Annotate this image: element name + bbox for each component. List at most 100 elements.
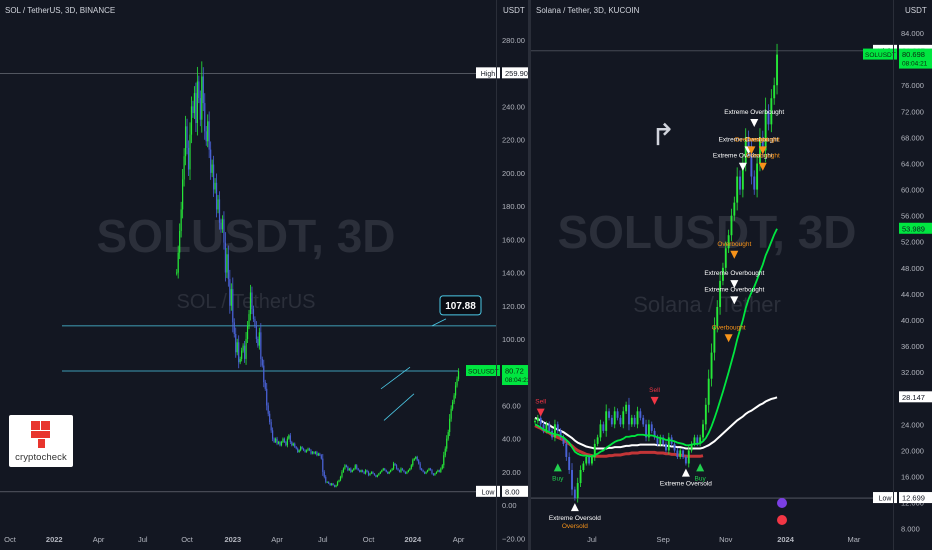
right-candle	[622, 406, 625, 429]
left-candle	[239, 356, 241, 365]
panel-divider[interactable]	[528, 0, 531, 550]
left-candle-body	[426, 470, 429, 472]
left-candle	[403, 469, 405, 473]
right-signal-overbought: Overbought	[746, 153, 780, 171]
left-candle	[252, 305, 255, 323]
right-candle-body	[656, 437, 659, 444]
left-callout-label: 107.88	[445, 301, 476, 312]
right-candle	[639, 408, 642, 421]
left-unit-label[interactable]: USDT	[503, 6, 525, 15]
left-candle	[384, 467, 386, 471]
right-y-tick-label: 48.000	[901, 264, 924, 273]
left-candle	[446, 435, 448, 452]
left-candle-body	[258, 332, 260, 346]
right-signal-label: Overbought	[746, 136, 780, 143]
left-high-tag-kind: High	[481, 71, 496, 78]
right-candle-body	[659, 437, 662, 444]
left-candle-body	[310, 450, 312, 454]
left-candle-body	[444, 448, 446, 456]
left-candle	[338, 479, 340, 483]
right-candle-body	[559, 430, 562, 438]
right-candle-body	[553, 424, 556, 438]
left-candle-body	[331, 483, 333, 486]
right-signal-marker	[681, 468, 690, 477]
right-signal-label: Extreme Overbought	[719, 136, 779, 143]
left-candle-body	[384, 468, 386, 471]
right-candle	[573, 486, 576, 501]
left-candle-body	[440, 468, 442, 472]
left-candle-body	[366, 470, 368, 472]
left-candle	[201, 61, 203, 133]
left-candle	[272, 427, 274, 442]
right-candle-body	[573, 489, 576, 499]
left-candle	[218, 191, 221, 230]
left-candle-body	[344, 465, 346, 469]
left-candle	[211, 159, 213, 178]
cryptocheck-logo: cryptocheck	[9, 415, 73, 467]
right-candle-body	[679, 450, 682, 457]
left-candle	[283, 437, 286, 443]
left-candle	[332, 482, 334, 486]
left-candle-body	[370, 471, 373, 474]
left-candle-body	[272, 430, 274, 439]
left-low-price-tag: Low 8.00	[476, 485, 528, 497]
left-candle	[373, 472, 376, 476]
right-candle-body	[568, 456, 571, 470]
right-candle	[556, 421, 559, 434]
left-candle-body	[335, 485, 337, 487]
right-signal-label: Extreme Overbought	[713, 153, 773, 160]
right-candle-body	[630, 417, 633, 425]
right-chart-panel[interactable]: SOLUSDT, 3D Solana / Tether ↱ Sell Buy Extrem…	[531, 0, 932, 550]
left-candle-body	[199, 98, 201, 120]
left-candle-body	[382, 468, 384, 471]
right-candle	[596, 434, 599, 447]
left-candle	[294, 442, 296, 448]
left-candle	[274, 437, 277, 443]
left-candle	[270, 419, 272, 433]
left-candle	[385, 469, 387, 473]
right-unit-label[interactable]: USDT	[905, 6, 927, 15]
right-signal-marker	[758, 162, 767, 171]
right-signal-label: Extreme Overbought	[704, 270, 764, 277]
right-candle-body	[744, 137, 747, 164]
right-candle-body	[585, 456, 588, 464]
left-candle-body	[400, 468, 402, 472]
left-y-tick-label: 20.00	[502, 468, 521, 477]
left-x-tick-label: Jul	[138, 535, 148, 544]
left-candle-body	[410, 465, 412, 469]
left-candle-body	[242, 345, 244, 351]
right-candle	[645, 419, 648, 442]
right-candle	[616, 408, 619, 421]
right-slow-ema-line	[534, 396, 778, 450]
left-candle	[348, 467, 350, 471]
right-candle-body	[639, 411, 642, 418]
right-signal-overbought: Overbought	[712, 324, 746, 343]
left-candle-body	[292, 443, 294, 446]
left-watermark-symbol: SOLUSDT, 3D	[96, 210, 395, 262]
right-candle	[676, 448, 679, 460]
left-candle	[435, 471, 437, 475]
right-price-axis[interactable]	[893, 0, 894, 550]
right-candle-body	[761, 137, 764, 151]
right-candle	[707, 369, 710, 413]
left-candle	[193, 86, 196, 120]
left-candle	[438, 469, 440, 473]
right-candle-body	[665, 443, 667, 451]
right-candle	[724, 241, 727, 274]
left-candle-body	[328, 481, 330, 484]
left-price-axis[interactable]	[496, 0, 497, 550]
right-candle-body	[693, 437, 696, 444]
right-candle	[608, 408, 610, 421]
right-candle	[667, 432, 670, 455]
right-last-value: 80.698	[902, 50, 925, 59]
left-candle	[413, 457, 415, 461]
left-candle	[376, 474, 378, 478]
left-candle	[339, 475, 342, 482]
left-candle	[393, 461, 395, 471]
left-candle	[241, 347, 243, 362]
left-candle-body	[381, 470, 383, 472]
left-candle	[381, 469, 383, 473]
